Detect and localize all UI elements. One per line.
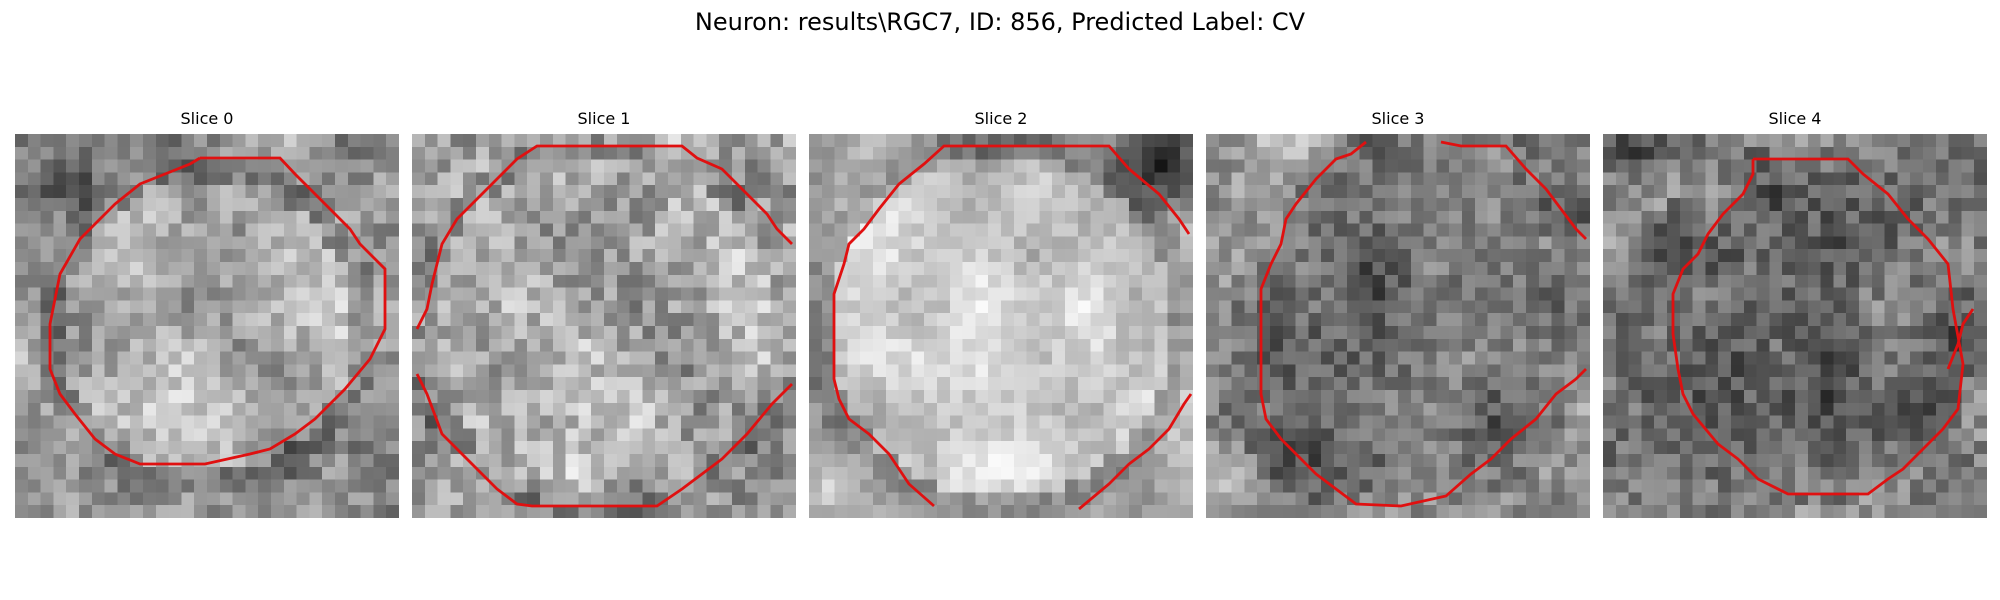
slice-image-2 bbox=[809, 134, 1193, 518]
slice-panel-3: Slice 3 bbox=[1206, 108, 1590, 518]
figure-title: Neuron: results\RGC7, ID: 856, Predicted… bbox=[694, 8, 1306, 36]
cell-contour-2-0 bbox=[832, 144, 1191, 508]
cell-contour-3-1 bbox=[1440, 140, 1587, 240]
cell-contour-2-1 bbox=[1078, 393, 1193, 511]
slice-image-4 bbox=[1603, 134, 1987, 518]
slice-panel-4: Slice 4 bbox=[1603, 108, 1987, 518]
slice-title-1: Slice 1 bbox=[577, 109, 631, 128]
slice-title-2: Slice 2 bbox=[974, 109, 1028, 128]
slice-title-3: Slice 3 bbox=[1371, 109, 1425, 128]
slice-image-1 bbox=[412, 134, 796, 518]
cell-contour-1-0 bbox=[415, 144, 793, 330]
slice-title-0: Slice 0 bbox=[180, 109, 234, 128]
slice-image-0 bbox=[15, 134, 399, 518]
slice-title-4: Slice 4 bbox=[1768, 109, 1822, 128]
slice-panel-2: Slice 2 bbox=[809, 108, 1193, 518]
slice-panel-0: Slice 0 bbox=[15, 108, 399, 518]
cell-contour-4-1 bbox=[1946, 308, 1975, 370]
slice-image-3 bbox=[1206, 134, 1590, 518]
cell-contour-3-0 bbox=[1259, 140, 1587, 508]
cell-contour-0-0 bbox=[48, 156, 387, 466]
cell-contour-4-0 bbox=[1671, 157, 1965, 496]
cell-contour-1-1 bbox=[415, 373, 793, 508]
slice-panel-1: Slice 1 bbox=[412, 108, 796, 518]
